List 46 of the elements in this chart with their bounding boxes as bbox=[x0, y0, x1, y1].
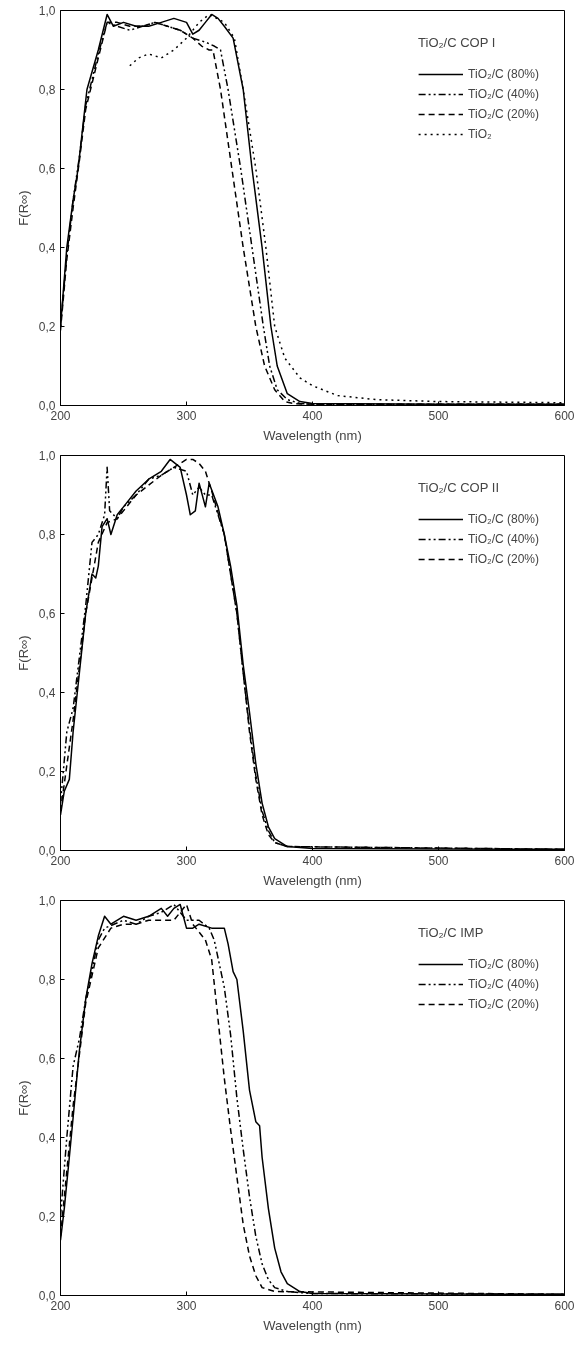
x-axis-title: Wavelength (nm) bbox=[263, 872, 362, 888]
legend-label: TiO₂/C (40%) bbox=[468, 87, 539, 101]
x-tick-label: 600 bbox=[554, 853, 575, 868]
legend-title: TiO₂/C COP I bbox=[418, 35, 497, 50]
y-axis-title: F(R∞) bbox=[15, 635, 31, 671]
y-tick-label: 0,2 bbox=[38, 1210, 56, 1224]
y-tick-label: 0,8 bbox=[38, 83, 56, 97]
x-tick-label: 300 bbox=[176, 408, 197, 423]
x-axis-title: Wavelength (nm) bbox=[263, 1317, 362, 1333]
y-tick-label: 0,6 bbox=[38, 607, 56, 621]
x-axis-title: Wavelength (nm) bbox=[263, 427, 362, 443]
y-tick-label: 0,4 bbox=[38, 241, 56, 255]
legend-label: TiO₂/C (20%) bbox=[468, 107, 539, 121]
legend-label: TiO₂/C (40%) bbox=[468, 532, 539, 546]
legend-label: TiO₂/C (80%) bbox=[468, 67, 539, 81]
legend-label: TiO₂/C (80%) bbox=[468, 957, 539, 971]
y-axis-title: F(R∞) bbox=[15, 190, 31, 226]
x-tick-label: 300 bbox=[176, 853, 197, 868]
y-tick-label: 1,0 bbox=[38, 449, 56, 463]
y-tick-label: 1,0 bbox=[38, 894, 56, 908]
x-tick-label: 300 bbox=[176, 1298, 197, 1313]
x-tick-label: 400 bbox=[302, 853, 323, 868]
legend-label: TiO₂/C (20%) bbox=[468, 997, 539, 1011]
y-tick-label: 1,0 bbox=[38, 4, 56, 18]
y-tick-label: 0,2 bbox=[38, 765, 56, 779]
legend-label: TiO₂ bbox=[468, 127, 492, 141]
x-tick-label: 600 bbox=[554, 1298, 575, 1313]
x-tick-label: 400 bbox=[302, 1298, 323, 1313]
y-tick-label: 0,4 bbox=[38, 1131, 56, 1145]
legend-label: TiO₂/C (80%) bbox=[468, 512, 539, 526]
legend-title: TiO₂/C COP II bbox=[418, 480, 500, 495]
x-tick-label: 600 bbox=[554, 408, 575, 423]
legend-title: TiO₂/C IMP bbox=[418, 925, 485, 940]
x-tick-label: 400 bbox=[302, 408, 323, 423]
y-tick-label: 0,6 bbox=[38, 162, 56, 176]
y-tick-label: 0,4 bbox=[38, 686, 56, 700]
y-tick-label: 0,6 bbox=[38, 1052, 56, 1066]
x-tick-label: 500 bbox=[428, 408, 449, 423]
y-tick-label: 0,8 bbox=[38, 528, 56, 542]
y-tick-label: 0,8 bbox=[38, 973, 56, 987]
legend-label: TiO₂/C (40%) bbox=[468, 977, 539, 991]
x-tick-label: 500 bbox=[428, 853, 449, 868]
y-tick-label: 0,2 bbox=[38, 320, 56, 334]
y-axis-title: F(R∞) bbox=[15, 1080, 31, 1116]
legend-label: TiO₂/C (20%) bbox=[468, 552, 539, 566]
x-tick-label: 500 bbox=[428, 1298, 449, 1313]
